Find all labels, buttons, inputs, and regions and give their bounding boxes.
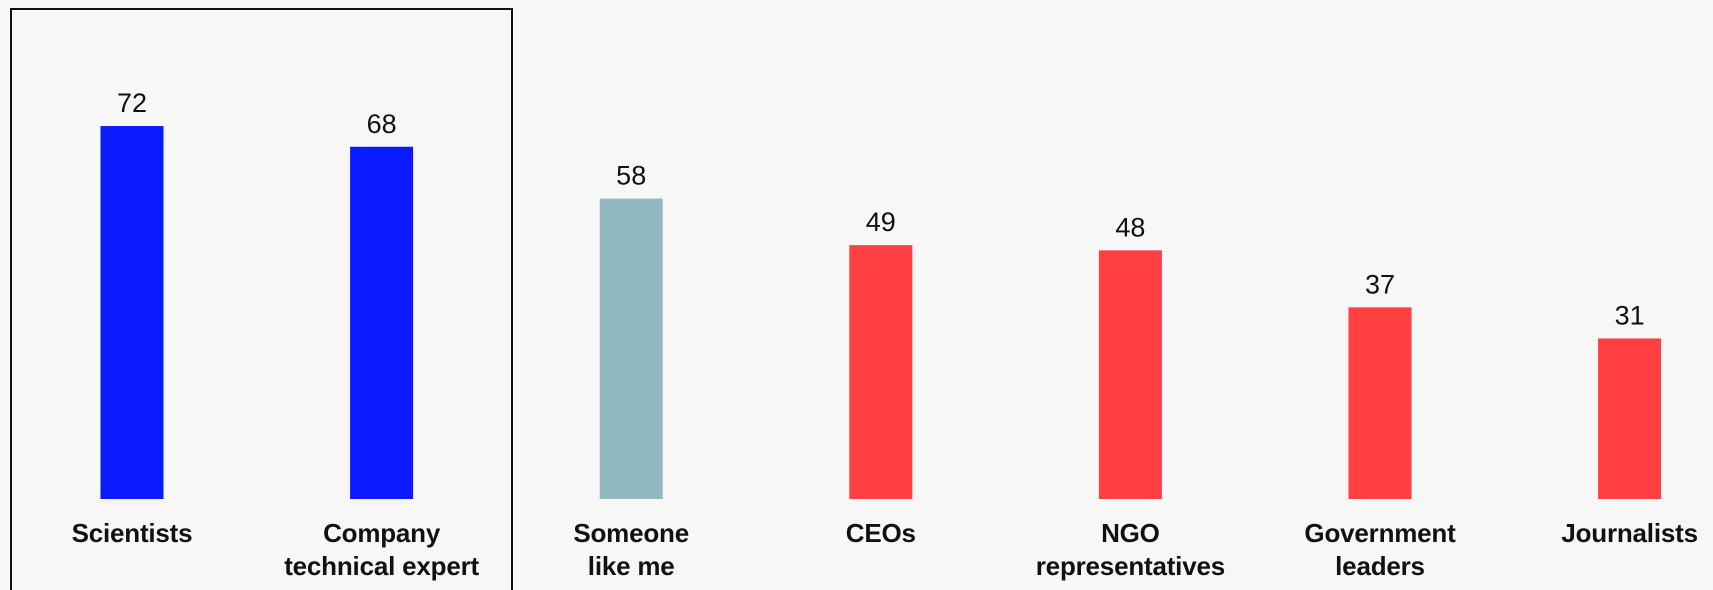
category-label: Government leaders bbox=[1304, 518, 1456, 581]
bar bbox=[1348, 307, 1412, 499]
category-label: NGO representatives bbox=[1035, 518, 1225, 581]
value-label: 37 bbox=[1365, 269, 1395, 299]
bar bbox=[1098, 250, 1162, 499]
bar bbox=[599, 198, 663, 499]
value-label: 72 bbox=[117, 88, 147, 118]
value-label: 68 bbox=[367, 109, 397, 139]
category-label: Company technical expert bbox=[284, 518, 479, 581]
bar bbox=[1598, 338, 1662, 499]
category-label: Scientists bbox=[71, 518, 193, 548]
category-label: Someone like me bbox=[573, 518, 689, 581]
category-label: Journalists bbox=[1561, 518, 1698, 548]
bar bbox=[100, 126, 164, 499]
value-label: 58 bbox=[616, 161, 646, 191]
value-label: 49 bbox=[866, 207, 896, 237]
value-label: 48 bbox=[1115, 212, 1145, 242]
highlight-box bbox=[10, 8, 513, 590]
category-label: CEOs bbox=[845, 518, 916, 548]
bar bbox=[350, 146, 414, 499]
bar bbox=[849, 245, 913, 499]
value-label: 31 bbox=[1615, 300, 1645, 330]
